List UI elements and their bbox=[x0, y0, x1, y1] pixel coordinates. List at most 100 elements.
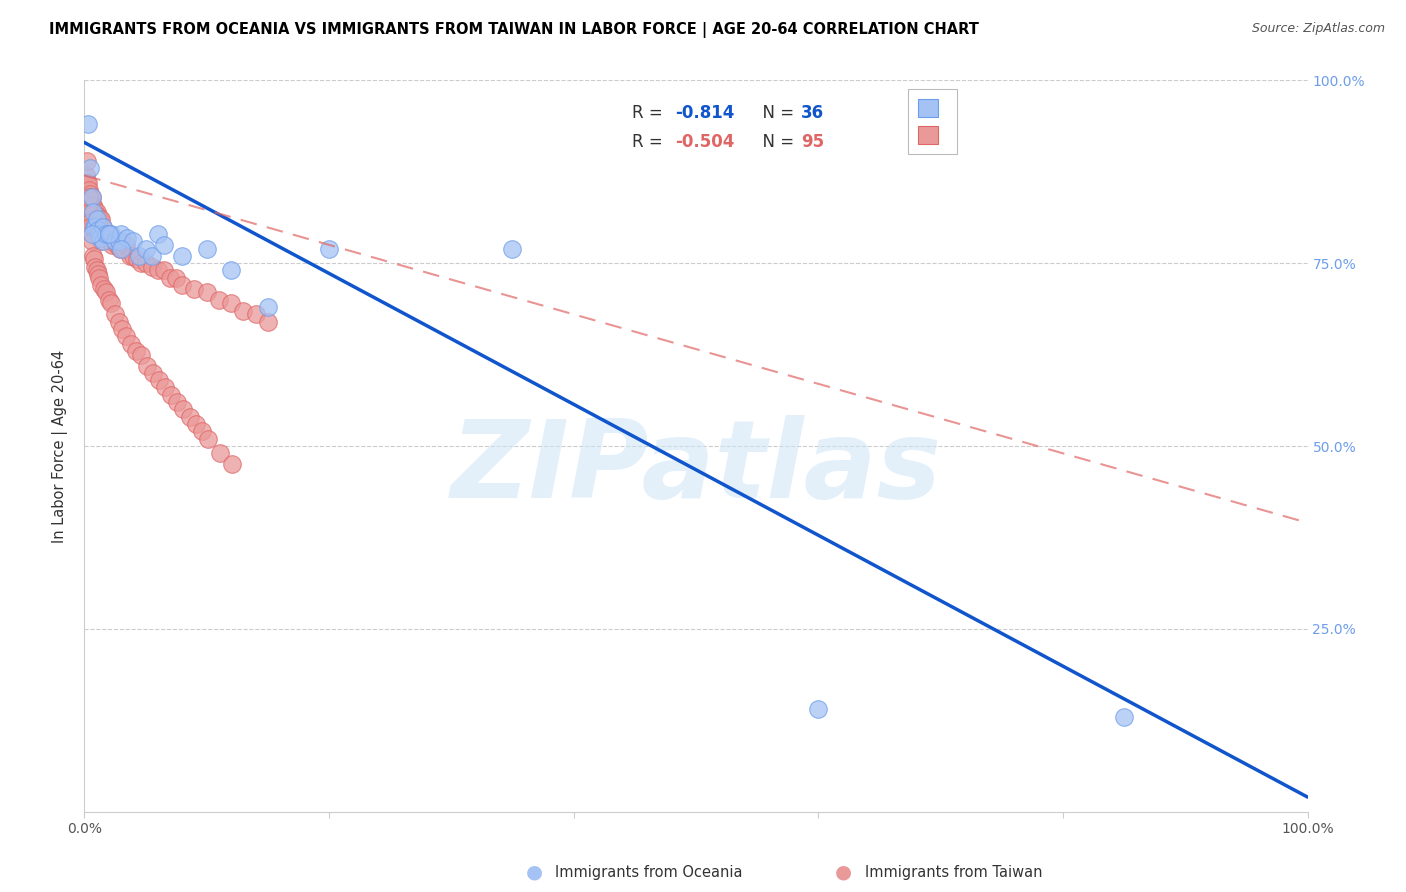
Point bbox=[100, 227, 122, 241]
Point bbox=[105, 238, 128, 252]
Text: 36: 36 bbox=[801, 104, 824, 122]
Point bbox=[80, 190, 103, 204]
Point bbox=[104, 307, 127, 321]
Text: N =: N = bbox=[752, 104, 800, 122]
Point bbox=[79, 186, 101, 201]
Point bbox=[172, 278, 194, 293]
Text: Immigrants from Oceania: Immigrants from Oceania bbox=[555, 865, 742, 880]
Text: ●: ● bbox=[835, 863, 852, 882]
Point bbox=[79, 219, 101, 234]
Point bbox=[111, 322, 134, 336]
Point bbox=[219, 296, 242, 310]
Point bbox=[80, 227, 103, 241]
Point bbox=[208, 293, 231, 307]
Point bbox=[184, 417, 207, 431]
Point bbox=[128, 249, 150, 263]
Point bbox=[129, 256, 152, 270]
Point bbox=[104, 234, 127, 248]
Text: ●: ● bbox=[526, 863, 543, 882]
Point bbox=[96, 227, 118, 241]
Point bbox=[141, 249, 163, 263]
Point bbox=[112, 242, 135, 256]
Point bbox=[97, 227, 120, 241]
Point bbox=[183, 282, 205, 296]
Point bbox=[115, 329, 138, 343]
Point bbox=[82, 197, 104, 211]
Text: -0.504: -0.504 bbox=[675, 134, 734, 152]
Point bbox=[91, 219, 114, 234]
Point bbox=[86, 223, 108, 237]
Point bbox=[86, 212, 108, 227]
Point bbox=[100, 230, 122, 244]
Point bbox=[82, 219, 104, 234]
Point bbox=[77, 190, 100, 204]
Point bbox=[80, 234, 103, 248]
Point bbox=[135, 242, 157, 256]
Text: N =: N = bbox=[752, 134, 800, 152]
Point bbox=[125, 343, 148, 358]
Point bbox=[89, 230, 111, 244]
Point bbox=[77, 190, 100, 204]
Point bbox=[87, 267, 110, 281]
Point bbox=[97, 227, 120, 241]
Point bbox=[153, 380, 176, 394]
Point bbox=[93, 282, 115, 296]
Point bbox=[76, 153, 98, 168]
Point bbox=[148, 373, 170, 387]
Point bbox=[79, 205, 101, 219]
Point bbox=[107, 234, 129, 248]
Point bbox=[125, 252, 148, 267]
Point bbox=[97, 230, 120, 244]
Point bbox=[146, 227, 169, 241]
Point bbox=[221, 458, 243, 472]
Point bbox=[98, 234, 121, 248]
Point bbox=[84, 227, 107, 241]
Point bbox=[120, 336, 142, 351]
Point bbox=[83, 202, 105, 216]
Point bbox=[257, 300, 280, 314]
Point bbox=[76, 176, 98, 190]
Point bbox=[118, 249, 141, 263]
Point bbox=[96, 285, 118, 300]
Point bbox=[86, 263, 108, 277]
Point bbox=[91, 234, 114, 248]
Point bbox=[84, 219, 107, 234]
Point bbox=[77, 197, 100, 211]
Text: Immigrants from Taiwan: Immigrants from Taiwan bbox=[865, 865, 1042, 880]
Point bbox=[159, 270, 181, 285]
Point bbox=[108, 242, 131, 256]
Point bbox=[172, 402, 194, 417]
Point bbox=[191, 425, 214, 439]
Point bbox=[94, 227, 117, 241]
Point bbox=[122, 249, 145, 263]
Point bbox=[90, 212, 112, 227]
Point bbox=[80, 212, 103, 227]
Legend: , : , bbox=[908, 88, 956, 154]
Point bbox=[110, 234, 132, 248]
Point bbox=[87, 227, 110, 241]
Point bbox=[172, 249, 194, 263]
Point bbox=[97, 227, 120, 241]
Point bbox=[107, 315, 129, 329]
Point bbox=[146, 263, 169, 277]
Point bbox=[87, 223, 110, 237]
Point bbox=[179, 409, 201, 424]
Text: ZIPatlas: ZIPatlas bbox=[450, 415, 942, 521]
Point bbox=[82, 249, 104, 263]
Point bbox=[110, 227, 132, 241]
Point bbox=[93, 227, 115, 241]
Point bbox=[83, 223, 105, 237]
Point bbox=[318, 242, 340, 256]
Point bbox=[195, 285, 218, 300]
Point bbox=[135, 256, 157, 270]
Point bbox=[153, 263, 176, 277]
Point bbox=[83, 252, 105, 267]
Point bbox=[1114, 709, 1136, 723]
Point bbox=[90, 278, 112, 293]
Point bbox=[97, 293, 120, 307]
Point bbox=[245, 307, 267, 321]
Point bbox=[89, 230, 111, 244]
Point bbox=[165, 270, 187, 285]
Point bbox=[82, 205, 104, 219]
Point bbox=[502, 242, 524, 256]
